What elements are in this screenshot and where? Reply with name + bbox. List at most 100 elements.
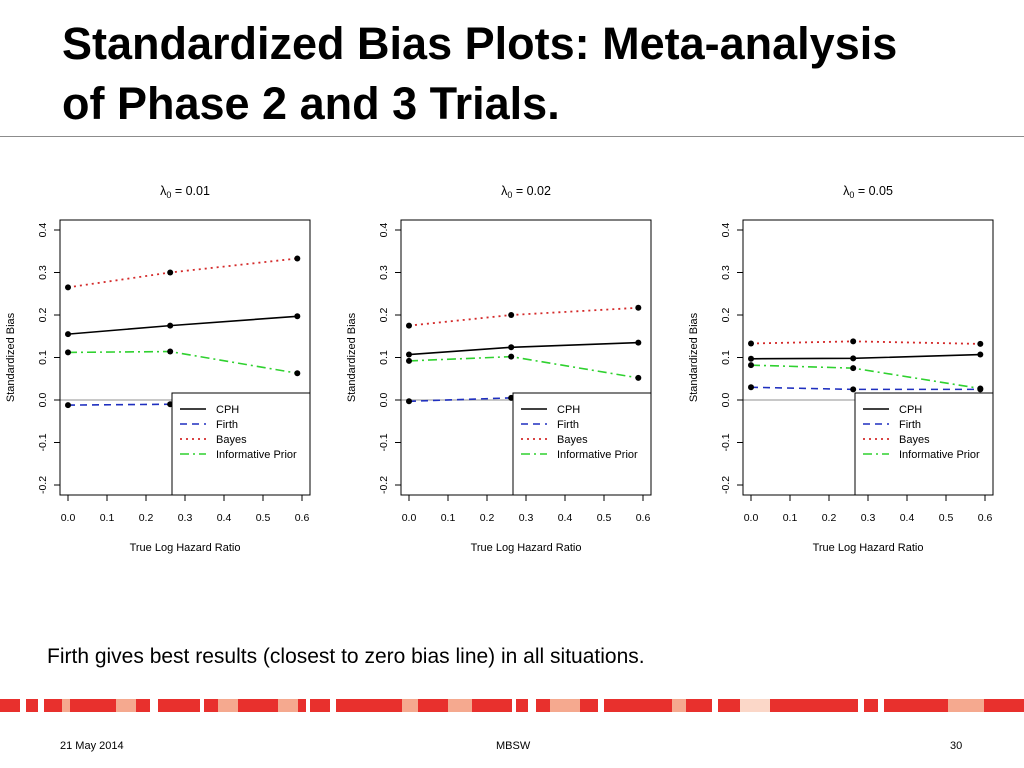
- y-axis-label: Standardized Bias: [688, 312, 700, 402]
- x-tick-label: 0.5: [939, 512, 954, 524]
- series-line-bayes: [750, 340, 981, 345]
- series-line-bayes: [67, 257, 298, 289]
- stripe-block: [278, 699, 298, 712]
- stripe-gap: [306, 699, 310, 712]
- y-tick-label: 0.0: [37, 393, 49, 408]
- data-point-bayes: [977, 340, 984, 347]
- legend-label-cph: CPH: [899, 404, 922, 416]
- legend-box: [512, 392, 652, 496]
- data-point-firth: [748, 384, 754, 391]
- y-tick-label: 0.3: [37, 265, 49, 280]
- series-line-firth: [750, 386, 981, 391]
- data-point-cph: [748, 355, 754, 362]
- x-tick-label: 0.0: [402, 512, 417, 524]
- stripe-block: [218, 699, 238, 712]
- data-point-bayes: [850, 338, 857, 345]
- y-tick-label: -0.2: [378, 476, 390, 494]
- stripe-gap: [150, 699, 158, 712]
- stripe-block: [672, 699, 686, 712]
- series-line-informative-prior: [750, 364, 981, 390]
- y-tick-label: -0.1: [378, 433, 390, 451]
- y-tick-label: 0.4: [378, 223, 390, 238]
- y-axis-label: Standardized Bias: [346, 312, 358, 402]
- data-point-cph: [294, 313, 301, 320]
- series-line-cph: [67, 315, 298, 335]
- title-divider: [0, 136, 1024, 137]
- x-tick-label: 0.3: [519, 512, 534, 524]
- stripe-gap: [512, 699, 516, 712]
- data-point-cph: [635, 339, 642, 346]
- series-line-informative-prior: [408, 355, 639, 379]
- data-point-informative-prior: [850, 365, 857, 372]
- x-tick-label: 0.6: [295, 512, 310, 524]
- bias-plot-lambda-0-05: λ0 = 0.05 -0.2 -0.1 0.0 0.1 0.2 0.3 0.4 0.0 0.1 0.…: [683, 170, 1023, 570]
- stripe-block: [116, 699, 136, 712]
- stripe-gap: [200, 699, 204, 712]
- x-tick-label: 0.3: [861, 512, 876, 524]
- data-point-cph: [167, 322, 174, 329]
- footer-page-number: 30: [950, 740, 963, 752]
- y-tick-label: 0.1: [720, 350, 732, 365]
- x-axis-label: True Log Hazard Ratio: [813, 542, 924, 554]
- data-point-informative-prior: [406, 357, 412, 364]
- plot-title: λ0 = 0.05: [843, 184, 893, 200]
- legend-label-informative-prior: Informative Prior: [899, 449, 980, 461]
- y-tick-label: 0.4: [720, 223, 732, 238]
- footer-center: MBSW: [496, 740, 531, 752]
- stripe-block: [740, 699, 770, 712]
- x-tick-label: 0.0: [61, 512, 76, 524]
- x-tick-label: 0.2: [480, 512, 495, 524]
- x-tick-label: 0.2: [822, 512, 837, 524]
- x-tick-label: 0.4: [900, 512, 915, 524]
- bias-plot-svg: λ0 = 0.02 -0.2 -0.1 0.0 0.1 0.2 0.3 0.4 0.0 0.1 0.…: [346, 184, 652, 554]
- y-tick-label: 0.3: [378, 265, 390, 280]
- data-point-cph: [977, 351, 984, 358]
- bias-plot-lambda-0-02: λ0 = 0.02 -0.2 -0.1 0.0 0.1 0.2 0.3 0.4 0.0 0.1 0.…: [341, 170, 681, 570]
- y-tick-label: -0.1: [720, 433, 732, 451]
- y-tick-label: 0.0: [378, 393, 390, 408]
- plot-title: λ0 = 0.01: [160, 184, 210, 200]
- legend-label-informative-prior: Informative Prior: [216, 449, 297, 461]
- x-tick-label: 0.3: [178, 512, 193, 524]
- stripe-gap: [878, 699, 884, 712]
- data-point-bayes: [748, 340, 754, 347]
- data-point-firth: [406, 398, 412, 405]
- x-tick-label: 0.4: [217, 512, 232, 524]
- legend-box: [171, 392, 311, 496]
- plot-title: λ0 = 0.02: [501, 184, 551, 200]
- stripe-gap: [712, 699, 718, 712]
- x-tick-label: 0.1: [100, 512, 115, 524]
- stripe-block: [62, 699, 70, 712]
- data-point-informative-prior: [748, 362, 754, 369]
- legend-label-bayes: Bayes: [899, 434, 930, 446]
- y-tick-label: 0.2: [720, 308, 732, 323]
- stripe-block: [402, 699, 418, 712]
- x-tick-label: 0.6: [636, 512, 651, 524]
- data-point-bayes: [65, 284, 71, 291]
- slide-title-line-1: Standardized Bias Plots: Meta-analysis: [62, 18, 898, 69]
- x-tick-label: 0.4: [558, 512, 573, 524]
- stripe-block: [948, 699, 984, 712]
- y-tick-label: 0.2: [37, 308, 49, 323]
- y-tick-label: 0.4: [37, 223, 49, 238]
- x-tick-label: 0.6: [978, 512, 993, 524]
- data-point-bayes: [167, 269, 174, 276]
- y-tick-label: -0.2: [37, 476, 49, 494]
- y-tick-label: -0.1: [37, 433, 49, 451]
- bias-plot-svg: λ0 = 0.01 -0.2 -0.1 0.0 0.1 0.2 0.3 0.4 0.0 0.1 0.…: [5, 184, 311, 554]
- y-tick-label: 0.1: [378, 350, 390, 365]
- bias-plot-svg: λ0 = 0.05 -0.2 -0.1 0.0 0.1 0.2 0.3 0.4 0.0 0.1 0.…: [688, 184, 994, 554]
- series-line-cph: [750, 353, 981, 360]
- data-point-bayes: [508, 312, 515, 318]
- y-tick-label: 0.0: [720, 393, 732, 408]
- legend-box: [854, 392, 994, 496]
- legend-label-firth: Firth: [216, 419, 238, 431]
- data-point-bayes: [635, 304, 642, 311]
- stripe-gap: [528, 699, 536, 712]
- data-point-cph: [508, 344, 515, 351]
- data-point-firth: [65, 402, 71, 409]
- y-axis-label: Standardized Bias: [5, 312, 17, 402]
- stripe-gap: [20, 699, 26, 712]
- stripe-block: [448, 699, 472, 712]
- x-tick-label: 0.2: [139, 512, 154, 524]
